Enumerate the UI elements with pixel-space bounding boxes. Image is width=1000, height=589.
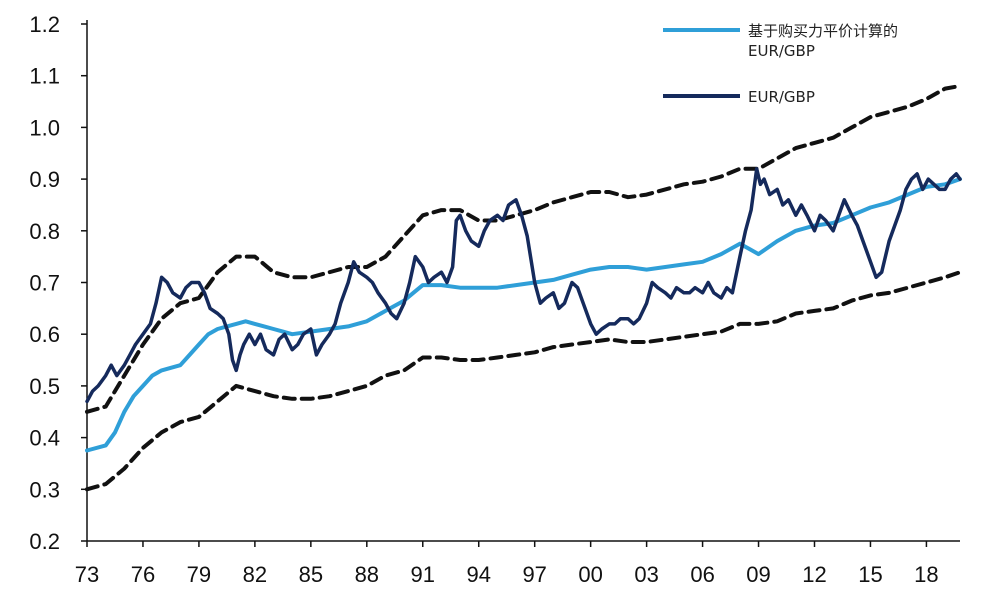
legend-label-ppp-line2: EUR/GBP [748, 42, 815, 60]
x-tick-label: 09 [746, 562, 770, 587]
x-tick-label: 79 [187, 562, 211, 587]
legend-label-spot: EUR/GBP [748, 88, 815, 106]
y-tick-label: 1.0 [29, 115, 60, 140]
y-tick-label: 0.3 [29, 477, 60, 502]
y-tick-label: 0.8 [29, 219, 60, 244]
x-tick-label: 94 [466, 562, 490, 587]
legend-label-ppp-line1: 基于购买力平价计算的 [748, 22, 898, 40]
y-axis-ticks: 1.2 1.1 1.0 0.9 0.8 0.7 0.6 0.5 0.4 0.3 0.2 [29, 12, 87, 554]
lower-band-line [85, 270, 962, 492]
spot-series-line [85, 167, 962, 404]
x-tick-label: 03 [634, 562, 658, 587]
x-axis-ticks: 73 76 79 82 85 88 91 94 97 00 03 06 09 12 15 18 [75, 541, 939, 587]
axes [86, 20, 960, 542]
x-tick-label: 85 [299, 562, 323, 587]
x-tick-label: 97 [522, 562, 546, 587]
y-tick-label: 0.2 [29, 529, 60, 554]
x-tick-label: 18 [914, 562, 938, 587]
y-tick-label: 1.2 [29, 12, 60, 37]
y-tick-label: 0.4 [29, 426, 60, 451]
y-tick-label: 0.5 [29, 374, 60, 399]
upper-band-line [85, 84, 962, 414]
ppp-series-line [85, 177, 962, 453]
x-tick-label: 00 [578, 562, 602, 587]
x-tick-label: 91 [411, 562, 435, 587]
x-tick-label: 15 [858, 562, 882, 587]
y-tick-label: 0.9 [29, 167, 60, 192]
y-tick-label: 0.7 [29, 271, 60, 296]
x-tick-label: 88 [355, 562, 379, 587]
y-tick-label: 0.6 [29, 322, 60, 347]
x-tick-label: 76 [131, 562, 155, 587]
x-tick-label: 82 [243, 562, 267, 587]
x-tick-label: 12 [802, 562, 826, 587]
series-layer [85, 84, 962, 492]
x-tick-label: 06 [690, 562, 714, 587]
legend: 基于购买力平价计算的 EUR/GBP EUR/GBP [663, 22, 898, 106]
x-tick-label: 73 [75, 562, 99, 587]
y-tick-label: 1.1 [29, 64, 60, 89]
